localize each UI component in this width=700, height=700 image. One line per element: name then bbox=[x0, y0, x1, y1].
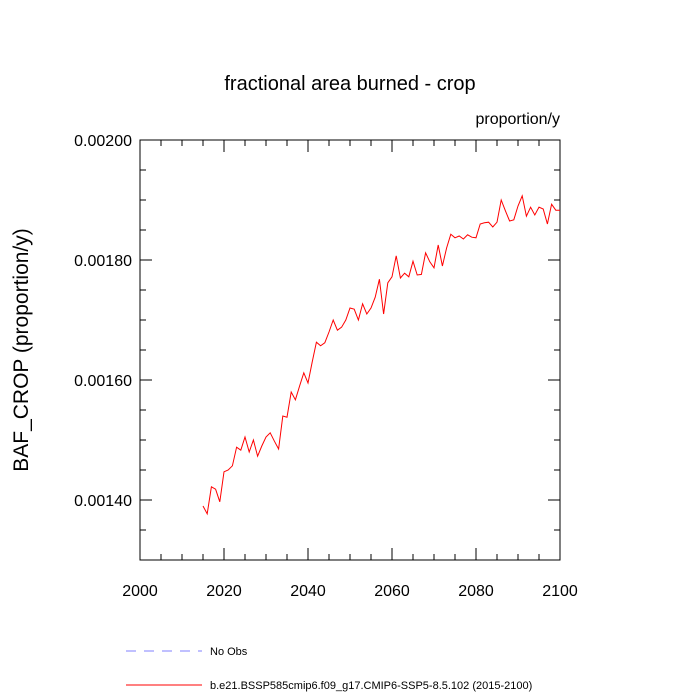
axis-ticks bbox=[139, 139, 561, 561]
legend-label-2: b.e21.BSSP585cmip6.f09_g17.CMIP6-SSP5-8.… bbox=[210, 680, 532, 692]
units-label: proportion/y bbox=[476, 111, 561, 128]
x-tick-label: 2040 bbox=[290, 583, 326, 600]
y-tick-label: 0.00140 bbox=[74, 493, 132, 510]
legend: No Obs b.e21.BSSP585cmip6.f09_g17.CMIP6-S… bbox=[126, 646, 532, 692]
y-tick-label: 0.00180 bbox=[74, 253, 132, 270]
data-series bbox=[202, 194, 560, 516]
x-tick-label: 2100 bbox=[542, 583, 578, 600]
legend-label-1: No Obs bbox=[210, 646, 248, 658]
y-axis-label: BAF_CROP (proportion/y) bbox=[10, 228, 33, 472]
chart-title: fractional area burned - crop bbox=[224, 73, 475, 95]
x-tick-label: 2000 bbox=[122, 583, 158, 600]
x-tick-label: 2020 bbox=[206, 583, 242, 600]
series-line-1 bbox=[202, 194, 560, 516]
x-tick-label: 2080 bbox=[458, 583, 494, 600]
plot-frame bbox=[139, 139, 561, 561]
x-tick-label: 2060 bbox=[374, 583, 410, 600]
y-tick-label: 0.00160 bbox=[74, 373, 132, 390]
axis-tick-labels: 2000 2020 2040 2060 2080 2100 0.00140 0.00160 0.… bbox=[74, 133, 578, 600]
y-tick-label: 0.00200 bbox=[74, 133, 132, 150]
